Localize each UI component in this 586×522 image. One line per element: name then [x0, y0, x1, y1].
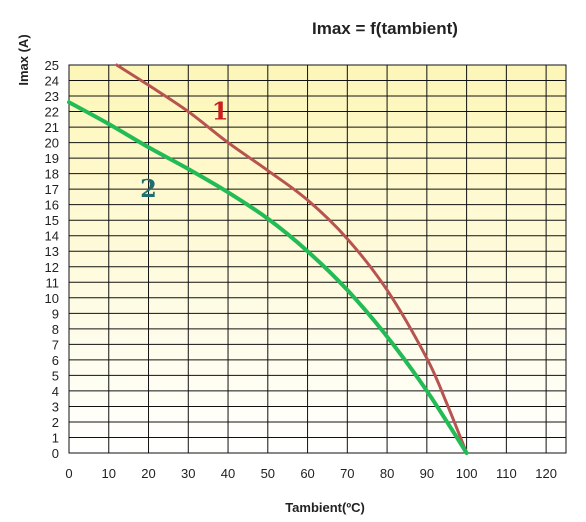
y-tick-label: 9	[52, 306, 59, 321]
y-tick-label: 23	[45, 89, 59, 104]
x-axis-label: Tambient(ºC)	[285, 500, 365, 515]
x-tick-label: 10	[102, 466, 116, 481]
y-tick-label: 17	[45, 182, 59, 197]
series-group: 12	[67, 63, 469, 455]
y-tick-label: 18	[45, 167, 59, 182]
series-line-1	[115, 63, 469, 455]
y-ticks: 0123456789101112131415161718192021222324…	[45, 58, 59, 461]
y-tick-label: 25	[45, 58, 59, 73]
y-tick-label: 11	[46, 275, 60, 290]
y-tick-label: 13	[45, 244, 59, 259]
y-tick-label: 1	[52, 430, 59, 445]
y-tick-label: 7	[52, 337, 59, 352]
y-tick-label: 20	[45, 136, 59, 151]
x-tick-label: 50	[261, 466, 275, 481]
y-tick-label: 22	[45, 105, 59, 120]
x-tick-label: 100	[456, 466, 478, 481]
y-tick-label: 21	[45, 120, 59, 135]
x-tick-label: 80	[380, 466, 394, 481]
y-tick-label: 14	[45, 229, 59, 244]
x-tick-label: 20	[141, 466, 155, 481]
y-tick-label: 15	[45, 213, 59, 228]
x-ticks: 0 10 20 30 40 50 60 70 80 90 100 110 120	[65, 466, 557, 481]
y-tick-label: 6	[52, 353, 59, 368]
y-tick-label: 19	[45, 151, 59, 166]
x-tick-label: 40	[221, 466, 235, 481]
y-tick-label: 2	[52, 415, 59, 430]
y-tick-label: 8	[52, 322, 59, 337]
x-tick-label: 30	[181, 466, 195, 481]
chart-title: Imax = f(tambient)	[312, 19, 458, 38]
series-label-2: 2	[140, 174, 157, 203]
x-tick-label: 60	[300, 466, 314, 481]
y-tick-label: 12	[45, 260, 59, 275]
y-tick-label: 24	[45, 74, 59, 89]
y-tick-label: 10	[45, 291, 59, 306]
x-tick-label: 120	[535, 466, 557, 481]
x-tick-label: 0	[65, 466, 72, 481]
y-tick-label: 3	[52, 399, 59, 414]
y-axis-label: Imax (A)	[16, 34, 31, 85]
series-line-2	[67, 100, 469, 455]
x-tick-label: 110	[496, 466, 517, 481]
y-tick-label: 4	[52, 384, 59, 399]
x-tick-label: 70	[340, 466, 354, 481]
y-tick-label: 16	[45, 198, 59, 213]
x-tick-label: 90	[420, 466, 434, 481]
series-label-1: 1	[212, 96, 229, 125]
grid	[68, 64, 567, 454]
y-tick-label: 5	[52, 368, 59, 383]
y-tick-label: 0	[52, 446, 59, 461]
